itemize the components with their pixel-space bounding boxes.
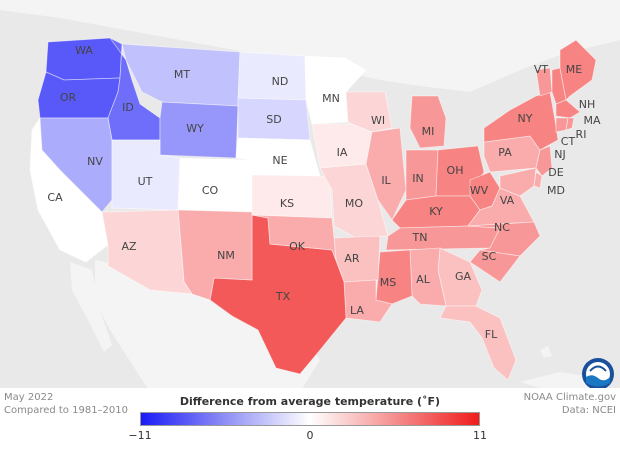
state-ny <box>483 91 559 151</box>
state-label-pa: PA <box>498 146 512 159</box>
state-label-wi: WI <box>371 114 385 127</box>
state-nv <box>39 117 113 213</box>
state-label-ks: KS <box>280 197 294 210</box>
bahamas-land <box>540 346 552 358</box>
credit-label: NOAA Climate.gov <box>523 392 616 403</box>
state-label-de: DE <box>548 166 563 179</box>
state-label-il: IL <box>381 174 391 187</box>
state-label-sd: SD <box>266 113 281 126</box>
legend-min-label: −11 <box>128 429 152 442</box>
state-label-co: CO <box>202 184 219 197</box>
state-tn <box>385 225 501 251</box>
state-mi <box>409 95 447 149</box>
state-labels-layer: WA OR ID MT WY NV UT CO CA ND SD NE KS MN IA MO WI IL MI IN… <box>47 44 601 341</box>
state-label-oh: OH <box>447 164 464 177</box>
state-sc <box>469 249 521 283</box>
state-label-az: AZ <box>121 240 137 253</box>
state-label-mn: MN <box>322 92 340 105</box>
state-label-mi: MI <box>422 125 435 138</box>
source-label: Data: NCEI <box>561 405 616 416</box>
state-md <box>499 167 537 197</box>
map-footer: May 2022 Compared to 1981–2010 NOAA Clim… <box>0 388 620 456</box>
state-pa <box>483 135 541 173</box>
state-ks <box>251 174 333 219</box>
legend-title: Difference from average temperature (˚F) <box>179 395 441 408</box>
legend-color-bar <box>140 412 480 426</box>
state-label-mt: MT <box>174 68 190 81</box>
state-nj <box>535 145 553 177</box>
state-label-ga: GA <box>455 270 472 283</box>
state-label-ar: AR <box>344 252 360 265</box>
state-label-vt: VT <box>534 63 549 76</box>
state-label-or: OR <box>60 91 77 104</box>
legend-mid-label: 0 <box>306 429 314 442</box>
cuba-land <box>520 372 600 388</box>
state-label-ny: NY <box>518 112 533 125</box>
state-label-ut: UT <box>138 175 153 188</box>
states-layer <box>29 37 597 381</box>
state-label-la: LA <box>350 304 364 317</box>
state-label-ms: MS <box>380 276 396 289</box>
date-label: May 2022 <box>4 392 54 403</box>
state-label-id: ID <box>122 101 134 114</box>
state-label-ma: MA <box>583 114 600 127</box>
state-label-sc: SC <box>482 250 497 263</box>
noaa-logo-icon <box>581 357 615 395</box>
state-wy <box>159 101 239 159</box>
state-label-md: MD <box>547 184 565 197</box>
state-label-ia: IA <box>337 146 348 159</box>
state-label-nd: ND <box>272 75 289 88</box>
state-label-al: AL <box>416 273 431 286</box>
state-label-me: ME <box>566 63 582 76</box>
state-label-nj: NJ <box>554 148 565 161</box>
state-label-wv: WV <box>470 184 489 197</box>
state-label-in: IN <box>412 172 423 185</box>
state-label-wa: WA <box>75 44 93 57</box>
mexico-land <box>95 260 320 392</box>
state-label-ca: CA <box>47 191 63 204</box>
state-label-tx: TX <box>275 290 291 303</box>
state-label-nh: NH <box>579 98 596 111</box>
canada-land <box>0 0 620 92</box>
state-az <box>101 209 193 295</box>
baja-land <box>70 262 112 352</box>
state-ms <box>375 249 413 305</box>
state-label-nv: NV <box>87 155 103 168</box>
state-label-ok: OK <box>289 240 306 253</box>
us-map-canvas: WA OR ID MT WY NV UT CO CA ND SD NE KS MN IA MO WI IL MI IN… <box>0 0 620 392</box>
state-label-va: VA <box>500 194 515 207</box>
state-label-ky: KY <box>429 205 443 218</box>
state-label-nc: NC <box>494 221 510 234</box>
state-label-fl: FL <box>485 328 498 341</box>
state-label-ri: RI <box>576 128 587 141</box>
state-label-wy: WY <box>186 122 204 135</box>
state-ok <box>251 214 337 261</box>
state-label-nm: NM <box>217 249 235 262</box>
state-label-mo: MO <box>345 197 363 210</box>
state-label-tn: TN <box>412 231 428 244</box>
state-ri <box>565 117 575 131</box>
state-label-ct: CT <box>561 135 576 148</box>
state-ma <box>555 99 581 119</box>
baseline-label: Compared to 1981–2010 <box>4 405 129 416</box>
state-label-ne: NE <box>272 154 287 167</box>
state-fl <box>439 305 517 381</box>
temperature-anomaly-map: WA OR ID MT WY NV UT CO CA ND SD NE KS MN IA MO WI IL MI IN… <box>0 0 620 392</box>
legend-max-label: 11 <box>473 429 487 442</box>
state-me <box>559 39 597 101</box>
